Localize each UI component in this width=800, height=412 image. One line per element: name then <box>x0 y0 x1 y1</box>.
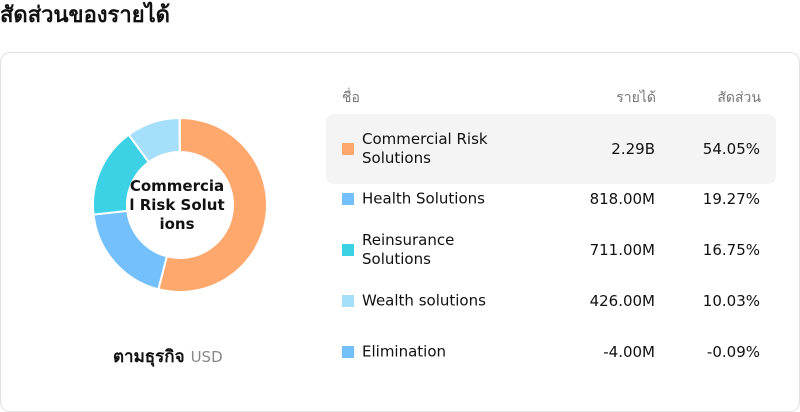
table-row: Reinsurance Solutions 711.00M 16.75% <box>326 225 776 275</box>
column-header: ชื่อ <box>342 90 360 106</box>
row-name: Reinsurance Solutions <box>362 231 455 268</box>
row-share: -0.09% <box>706 343 760 361</box>
legend-swatch <box>342 193 354 205</box>
row-share: 19.27% <box>702 190 760 208</box>
legend-swatch <box>342 143 354 155</box>
table-row: Wealth solutions 426.00M 10.03% <box>326 276 776 326</box>
unit: USD <box>190 348 223 366</box>
column-header: สัดส่วน <box>717 90 761 106</box>
row-revenue: 426.00M <box>589 292 655 310</box>
legend-swatch <box>342 295 354 307</box>
page-title: สัดส่วนของรายได้ <box>0 3 170 28</box>
legend-swatch <box>342 244 354 256</box>
row-revenue: 818.00M <box>589 190 655 208</box>
row-name: Wealth solutions <box>362 291 486 310</box>
donut-chart <box>92 116 268 293</box>
row-share: 54.05% <box>702 140 760 158</box>
row-name: Elimination <box>362 342 447 361</box>
row-name: Commercial Risk Solutions <box>362 130 488 167</box>
row-name: Health Solutions <box>362 189 485 208</box>
row-revenue: 711.00M <box>589 241 655 259</box>
subtitle: ตามธุรกิจ <box>113 347 185 367</box>
card: Commercial Risk Solutions ตามธุรกิจ USD ช… <box>0 52 800 412</box>
legend-swatch <box>342 346 354 358</box>
row-revenue: 2.29B <box>611 140 655 158</box>
donut-segment <box>157 116 268 293</box>
caption: ตามธุรกิจ USD <box>113 343 223 370</box>
column-header: รายได้ <box>616 90 656 106</box>
table-row: Commercial Risk Solutions 2.29B 54.05% <box>326 114 776 184</box>
table-row: Health Solutions 818.00M 19.27% <box>326 174 776 224</box>
row-revenue: -4.00M <box>603 343 655 361</box>
table-row: Elimination -4.00M -0.09% <box>326 327 776 377</box>
center-label: Commercial Risk Solutions <box>129 177 225 233</box>
row-share: 16.75% <box>702 241 760 259</box>
row-share: 10.03% <box>702 292 760 310</box>
